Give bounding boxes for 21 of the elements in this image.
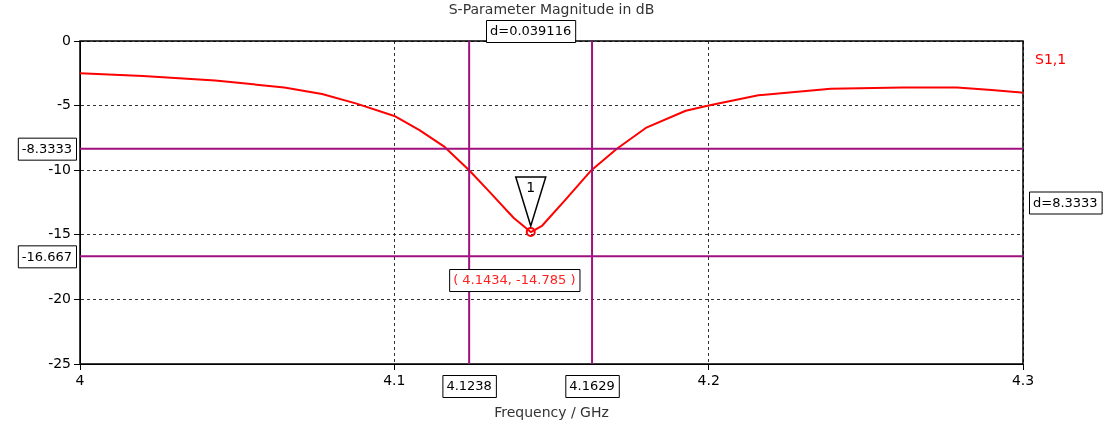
y-tick-label: -10 — [48, 160, 71, 177]
ref-line-label: 4.1629 — [569, 378, 615, 394]
x-tick-label: 4 — [75, 372, 85, 389]
annotation: ( 4.1434, -14.785 ) — [453, 272, 576, 288]
x-axis-title: Frequency / GHz — [494, 404, 609, 421]
y-tick-label: -5 — [57, 96, 71, 113]
ref-line-label: 4.1238 — [446, 378, 492, 394]
y-tick-label: -20 — [48, 290, 71, 307]
y-tick-label: -15 — [48, 225, 71, 242]
x-tick-label: 4.2 — [697, 372, 720, 389]
text: S1,1 — [1035, 50, 1067, 69]
y-tick-label: 0 — [62, 31, 71, 48]
ref-line-label: -8.3333 — [21, 141, 73, 157]
x-tick-label: 4.1 — [383, 372, 406, 389]
y-tick-label: -25 — [48, 354, 71, 371]
ref-line-label: -16.667 — [21, 248, 73, 264]
chart-title: S-Parameter Magnitude in dB — [448, 0, 655, 17]
x-tick-label: 4.3 — [1011, 372, 1035, 389]
text: d=8.3333 — [1033, 194, 1098, 210]
text: d=0.039116 — [490, 23, 572, 39]
annotation: 1 — [526, 178, 536, 195]
